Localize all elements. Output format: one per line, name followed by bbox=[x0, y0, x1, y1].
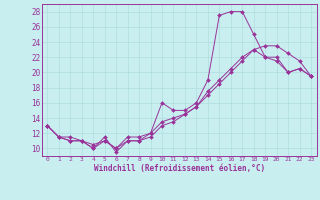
X-axis label: Windchill (Refroidissement éolien,°C): Windchill (Refroidissement éolien,°C) bbox=[94, 164, 265, 173]
